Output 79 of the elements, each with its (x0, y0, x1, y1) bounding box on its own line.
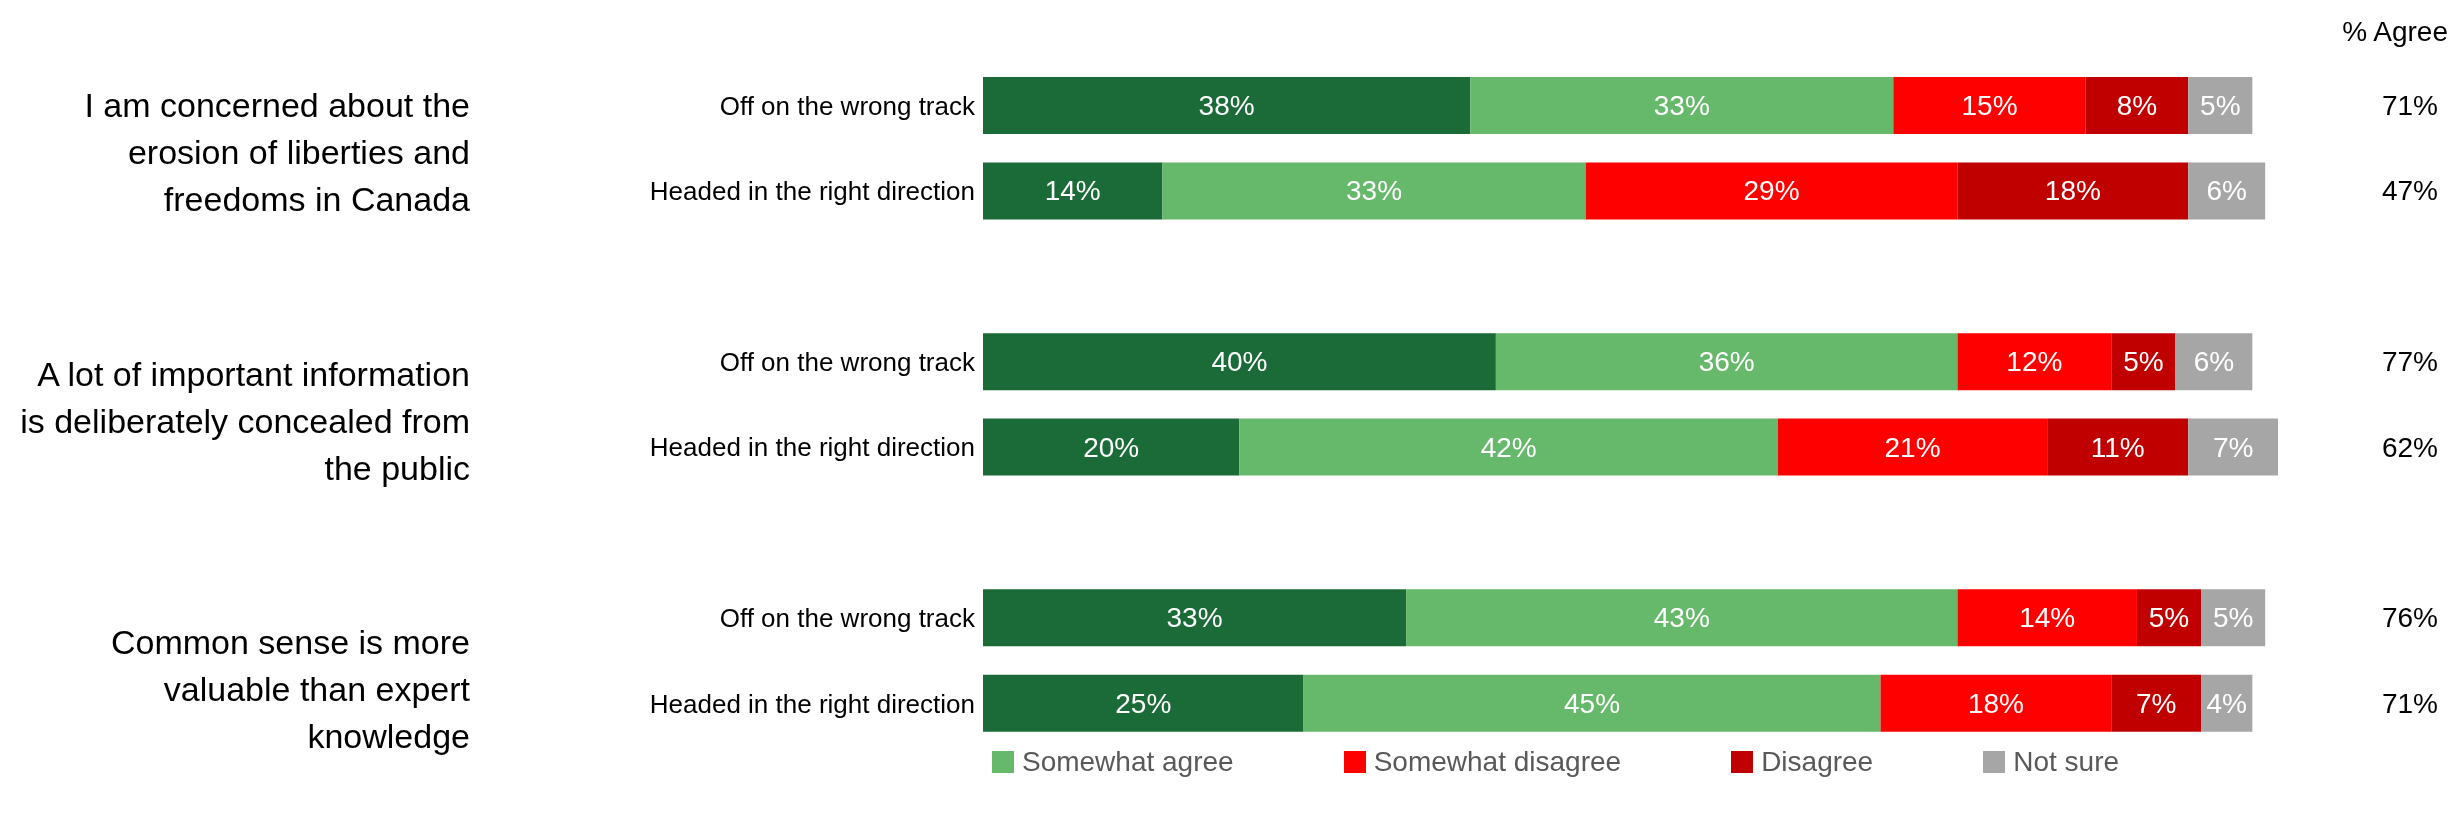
bar (1585, 162, 1958, 220)
bar (2111, 333, 2176, 391)
data-label: 8% (2116, 90, 2158, 121)
bar (2047, 418, 2189, 476)
bar (1239, 418, 1778, 476)
text: 47% (2381, 175, 2439, 207)
data-label: 5% (2212, 602, 2254, 634)
data-label: 7% (2135, 687, 2177, 719)
bar (1777, 418, 2048, 476)
y-tick-label: Off on the wrong track (719, 603, 976, 634)
bar (983, 589, 1407, 647)
bar (983, 77, 1471, 134)
bar (1893, 77, 2086, 134)
data-label: 25% (1115, 687, 1172, 719)
data-label: 5% (2123, 346, 2164, 378)
data-label: 14% (1044, 175, 1101, 207)
legend-label: Somewhat disagree (1372, 746, 1622, 778)
data-label: 12% (2006, 346, 2063, 378)
bar (1470, 77, 1894, 134)
y-tick-label: Headed in the right direction (649, 688, 975, 719)
bar (2188, 162, 2266, 220)
data-label: 5% (2148, 602, 2190, 634)
bar (983, 162, 1163, 220)
data-label: 6% (2206, 175, 2247, 207)
data-label: 21% (1884, 431, 1941, 463)
data-label: 18% (1967, 687, 2024, 719)
bar (1957, 333, 2112, 391)
bar (1957, 589, 2137, 647)
data-label: 15% (1961, 90, 2018, 121)
text: 76% (2381, 602, 2439, 634)
data-label: 33% (1166, 602, 1223, 634)
bar (2085, 77, 2189, 134)
bar (2136, 589, 2202, 647)
bar (983, 333, 1496, 391)
bar (2111, 674, 2202, 732)
data-label: 33% (1346, 175, 1403, 207)
bar (2175, 333, 2253, 391)
bar (983, 418, 1240, 476)
bar (1495, 333, 1958, 391)
data-label: 14% (2019, 602, 2076, 634)
bar (2201, 589, 2266, 647)
text: A lot of important information is deliberately concealed from the public (19, 353, 470, 489)
legend-label: Not sure (2012, 746, 2120, 778)
data-label: 4% (2206, 687, 2247, 719)
y-tick-label: Headed in the right direction (649, 176, 975, 207)
y-tick-label: Off on the wrong track (719, 347, 976, 378)
y-tick-label: Off on the wrong track (719, 90, 976, 121)
bar (1406, 589, 1958, 647)
bar (1957, 162, 2189, 220)
bar (1303, 674, 1881, 732)
data-label: 45% (1564, 687, 1621, 719)
text: 71% (2381, 90, 2439, 121)
data-label: 42% (1480, 431, 1537, 463)
data-label: 29% (1743, 175, 1800, 207)
data-label: 33% (1653, 90, 1710, 121)
bar (1880, 674, 2112, 732)
text: Common sense is more valuable than expert knowledge (110, 621, 470, 757)
data-label: 5% (2200, 90, 2241, 121)
bar (2188, 77, 2253, 134)
data-label: 18% (2044, 175, 2101, 207)
text: 62% (2381, 431, 2439, 463)
data-label: 36% (1698, 346, 1755, 378)
data-label: 11% (2090, 431, 2145, 463)
data-label: 20% (1083, 431, 1140, 463)
legend-label: Disagree (1760, 746, 1874, 778)
text: 71% (2381, 687, 2439, 719)
data-label: 6% (2193, 346, 2235, 378)
text: 77% (2381, 346, 2439, 378)
bar (1162, 162, 1586, 220)
y-tick-label: Headed in the right direction (649, 432, 975, 463)
bar (2188, 418, 2278, 476)
legend-label: Somewhat agree (1020, 746, 1234, 778)
data-label: 7% (2212, 431, 2254, 463)
data-label: 43% (1653, 602, 1710, 634)
data-label: 38% (1198, 90, 1255, 121)
bar (983, 674, 1304, 732)
text: % Agree (2342, 16, 2448, 48)
text: I am concerned about the erosion of liberties and freedoms in Canada (83, 84, 470, 220)
data-label: 40% (1211, 346, 1268, 378)
